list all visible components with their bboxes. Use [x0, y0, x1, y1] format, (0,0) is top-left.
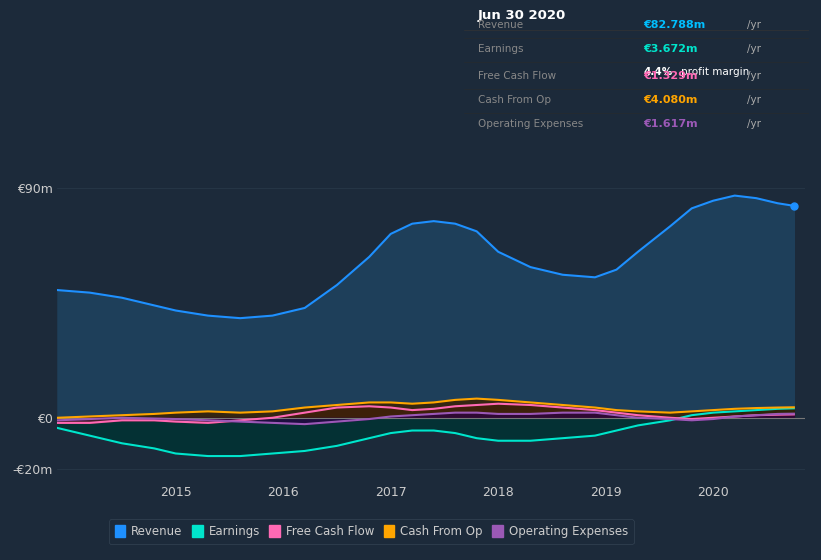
Text: Earnings: Earnings — [478, 44, 523, 54]
Text: /yr: /yr — [746, 119, 760, 129]
Text: €1.617m: €1.617m — [643, 119, 698, 129]
Text: Cash From Op: Cash From Op — [478, 95, 551, 105]
Legend: Revenue, Earnings, Free Cash Flow, Cash From Op, Operating Expenses: Revenue, Earnings, Free Cash Flow, Cash … — [108, 520, 634, 544]
Text: 4.4%: 4.4% — [643, 67, 672, 77]
Text: Revenue: Revenue — [478, 20, 523, 30]
Text: €3.672m: €3.672m — [643, 44, 698, 54]
Text: €4.080m: €4.080m — [643, 95, 698, 105]
Text: Operating Expenses: Operating Expenses — [478, 119, 583, 129]
Text: profit margin: profit margin — [681, 67, 750, 77]
Text: €1.329m: €1.329m — [643, 72, 698, 81]
Text: €82.788m: €82.788m — [643, 20, 705, 30]
Text: Free Cash Flow: Free Cash Flow — [478, 72, 556, 81]
Text: /yr: /yr — [746, 72, 760, 81]
Text: /yr: /yr — [746, 44, 760, 54]
Text: /yr: /yr — [746, 95, 760, 105]
Text: Jun 30 2020: Jun 30 2020 — [478, 9, 566, 22]
Text: /yr: /yr — [746, 20, 760, 30]
